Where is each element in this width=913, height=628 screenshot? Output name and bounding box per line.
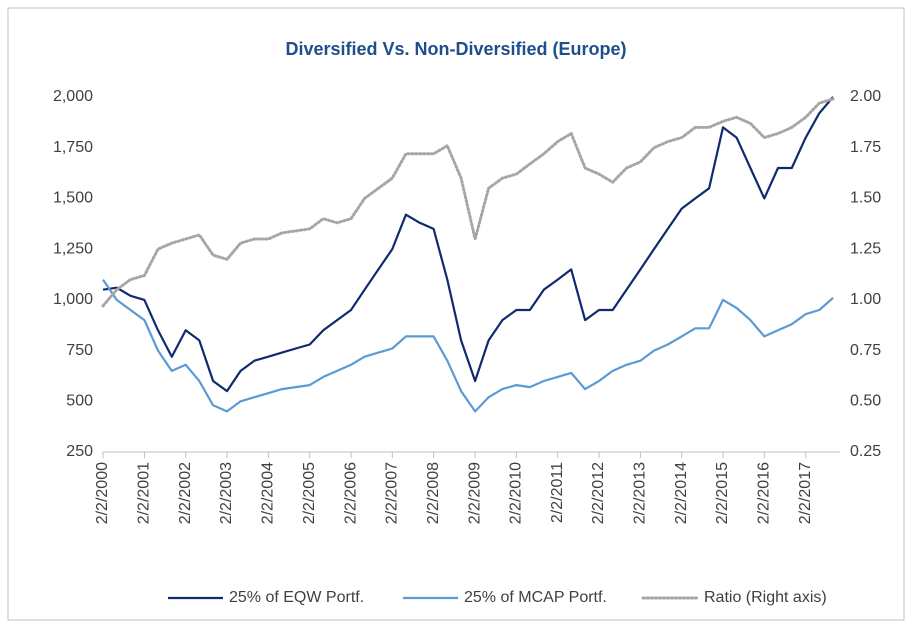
- y-tick-label: 750: [66, 342, 93, 359]
- y-tick-label: 1,500: [53, 190, 93, 207]
- y2-tick-label: 0.25: [850, 443, 881, 460]
- y2-tick-label: 0.75: [850, 342, 881, 359]
- x-tick-label: 2/2/2007: [384, 462, 401, 524]
- y-tick-label: 250: [66, 443, 93, 460]
- y-tick-label: 500: [66, 393, 93, 410]
- series-line: [102, 96, 834, 393]
- y2-tick-label: 1.00: [850, 291, 881, 308]
- x-tick-label: 2/2/2013: [632, 462, 649, 524]
- legend-label: 25% of EQW Portf.: [229, 589, 364, 606]
- y2-tick-label: 2.00: [850, 88, 881, 105]
- y-tick-label: 1,000: [53, 291, 93, 308]
- x-tick-label: 2/2/2004: [260, 462, 277, 524]
- x-tick-label: 2/2/2008: [425, 462, 442, 524]
- x-tick-label: 2/2/2011: [549, 462, 566, 523]
- y-tick-label: 1,250: [53, 240, 93, 257]
- x-tick-label: 2/2/2005: [301, 462, 318, 524]
- series-line: [101, 97, 835, 308]
- x-tick-label: 2/2/2014: [673, 462, 690, 524]
- legend-label: 25% of MCAP Portf.: [464, 589, 607, 606]
- x-tick-label: 2/2/2002: [177, 462, 194, 524]
- y2-tick-label: 1.50: [850, 190, 881, 207]
- y-tick-label: 2,000: [53, 88, 93, 105]
- x-tick-label: 2/2/2010: [508, 462, 525, 524]
- x-tick-label: 2/2/2009: [466, 462, 483, 524]
- y2-tick-label: 1.25: [850, 240, 881, 257]
- x-tick-label: 2/2/2000: [94, 462, 111, 524]
- x-tick-label: 2/2/2001: [136, 462, 153, 524]
- y2-tick-label: 0.50: [850, 393, 881, 410]
- x-tick-label: 2/2/2006: [342, 462, 359, 524]
- x-tick-label: 2/2/2012: [590, 462, 607, 524]
- x-tick-label: 2/2/2017: [797, 462, 814, 524]
- chart-title: Diversified Vs. Non-Diversified (Europe): [285, 39, 626, 59]
- legend-label: Ratio (Right axis): [704, 589, 827, 606]
- x-tick-label: 2/2/2016: [756, 462, 773, 524]
- y2-tick-label: 1.75: [850, 139, 881, 156]
- series-line: [102, 278, 834, 413]
- x-tick-label: 2/2/2015: [714, 462, 731, 524]
- x-tick-label: 2/2/2003: [218, 462, 235, 524]
- y-tick-label: 1,750: [53, 139, 93, 156]
